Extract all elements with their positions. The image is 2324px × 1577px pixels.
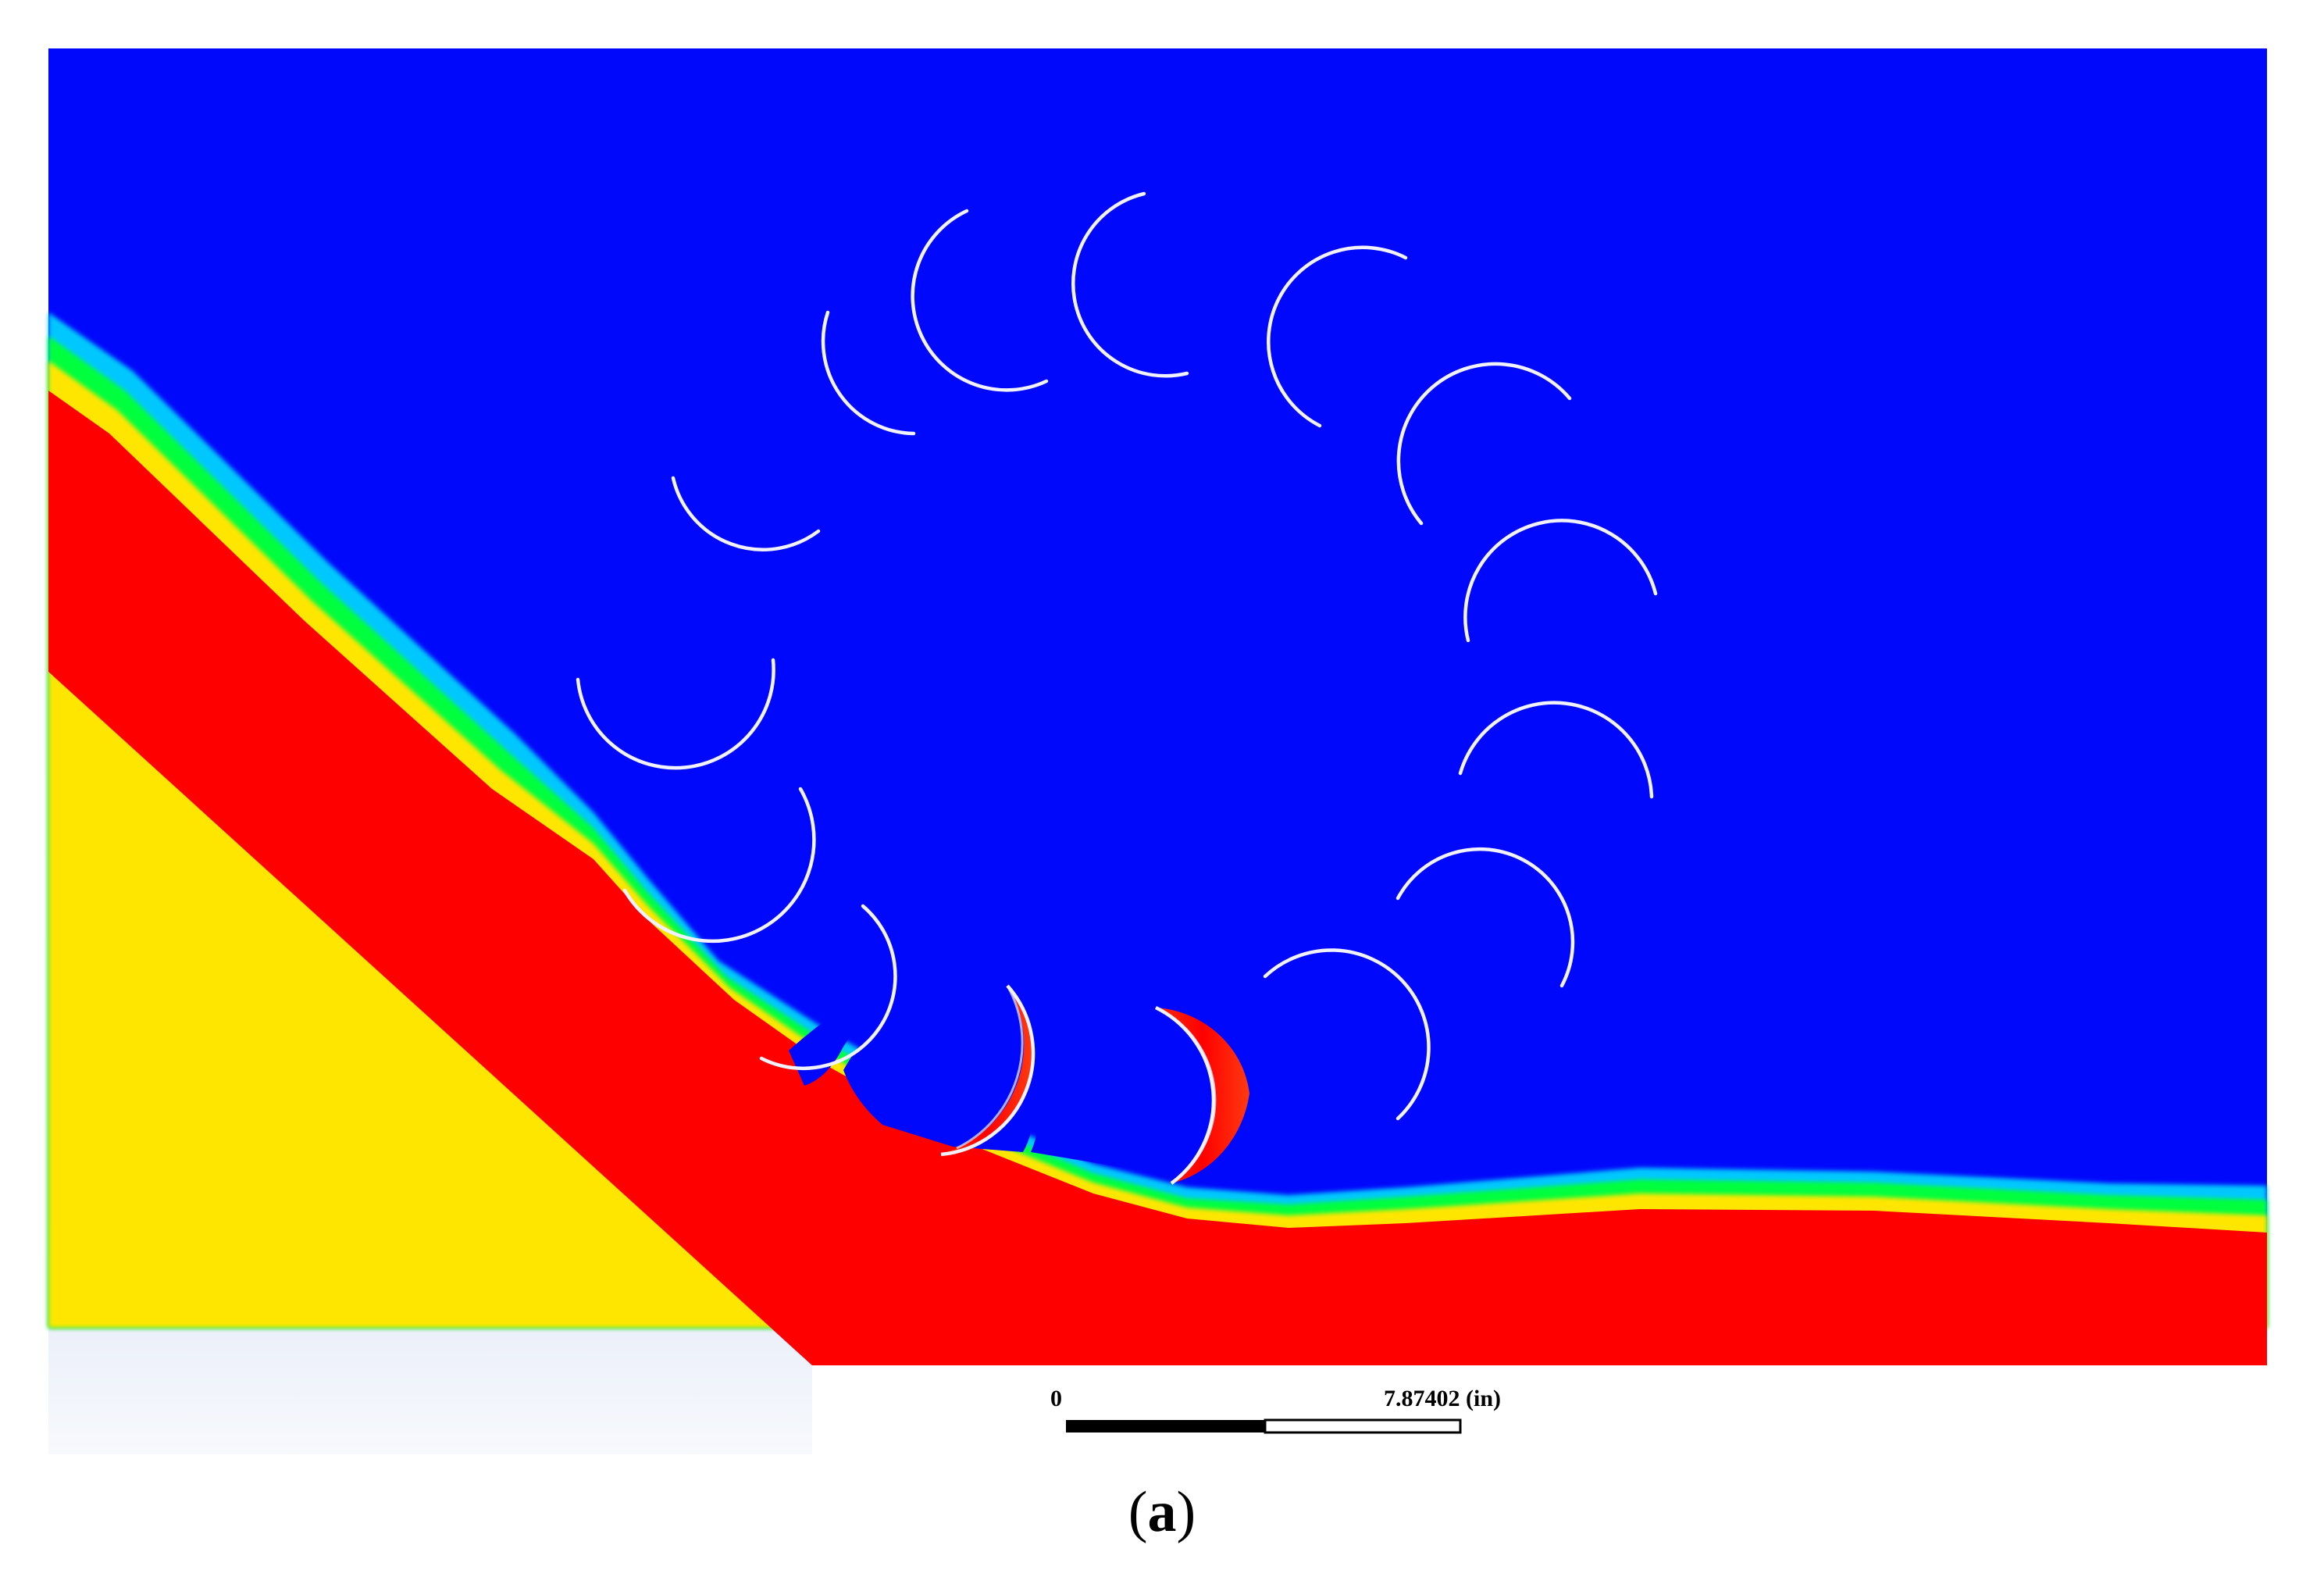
turbine-blades [576, 191, 1658, 1121]
trapped-air-pocket [843, 984, 1034, 1152]
caption-open-paren: ( [1128, 1480, 1148, 1544]
blade-9 [821, 310, 916, 436]
caption-letter: a [1148, 1480, 1177, 1544]
trapped-air-pocket-2 [1031, 1001, 1221, 1172]
blade-14-water-film [941, 986, 1034, 1154]
blade-15-outer [1155, 1006, 1217, 1185]
submerged-blades [940, 984, 1249, 1185]
scale-bar-end-label: 7.87402 (in) [1384, 1386, 1501, 1411]
upper-cavity-pocket [789, 985, 914, 1086]
blade-7 [1395, 847, 1575, 988]
blade-13 [759, 904, 897, 1071]
blade-2 [1071, 191, 1189, 378]
blade-5 [1463, 519, 1658, 643]
blade-14 [940, 984, 1035, 1157]
blade-10 [671, 476, 821, 551]
blade-12 [622, 787, 816, 944]
blade-11 [576, 658, 775, 770]
blade-4 [1396, 362, 1572, 526]
scale-bar-dark-segment [1066, 1420, 1265, 1433]
blade-8 [1263, 948, 1431, 1121]
scale-bar-start-label: 0 [1050, 1386, 1062, 1411]
caption-close-paren: ) [1177, 1480, 1196, 1544]
blade-3 [1267, 245, 1408, 428]
scale-bar: 0 7.87402 (in) [1050, 1386, 1501, 1434]
blade-14-outer [956, 985, 1024, 1150]
water-phase-region [48, 391, 2267, 1365]
scale-bar-light-segment [1264, 1418, 1462, 1434]
subfigure-caption: (a) [1128, 1480, 1196, 1544]
blade-15-water-film [1156, 1008, 1249, 1183]
blade-6 [1458, 701, 1654, 799]
blade-1 [911, 209, 1049, 392]
